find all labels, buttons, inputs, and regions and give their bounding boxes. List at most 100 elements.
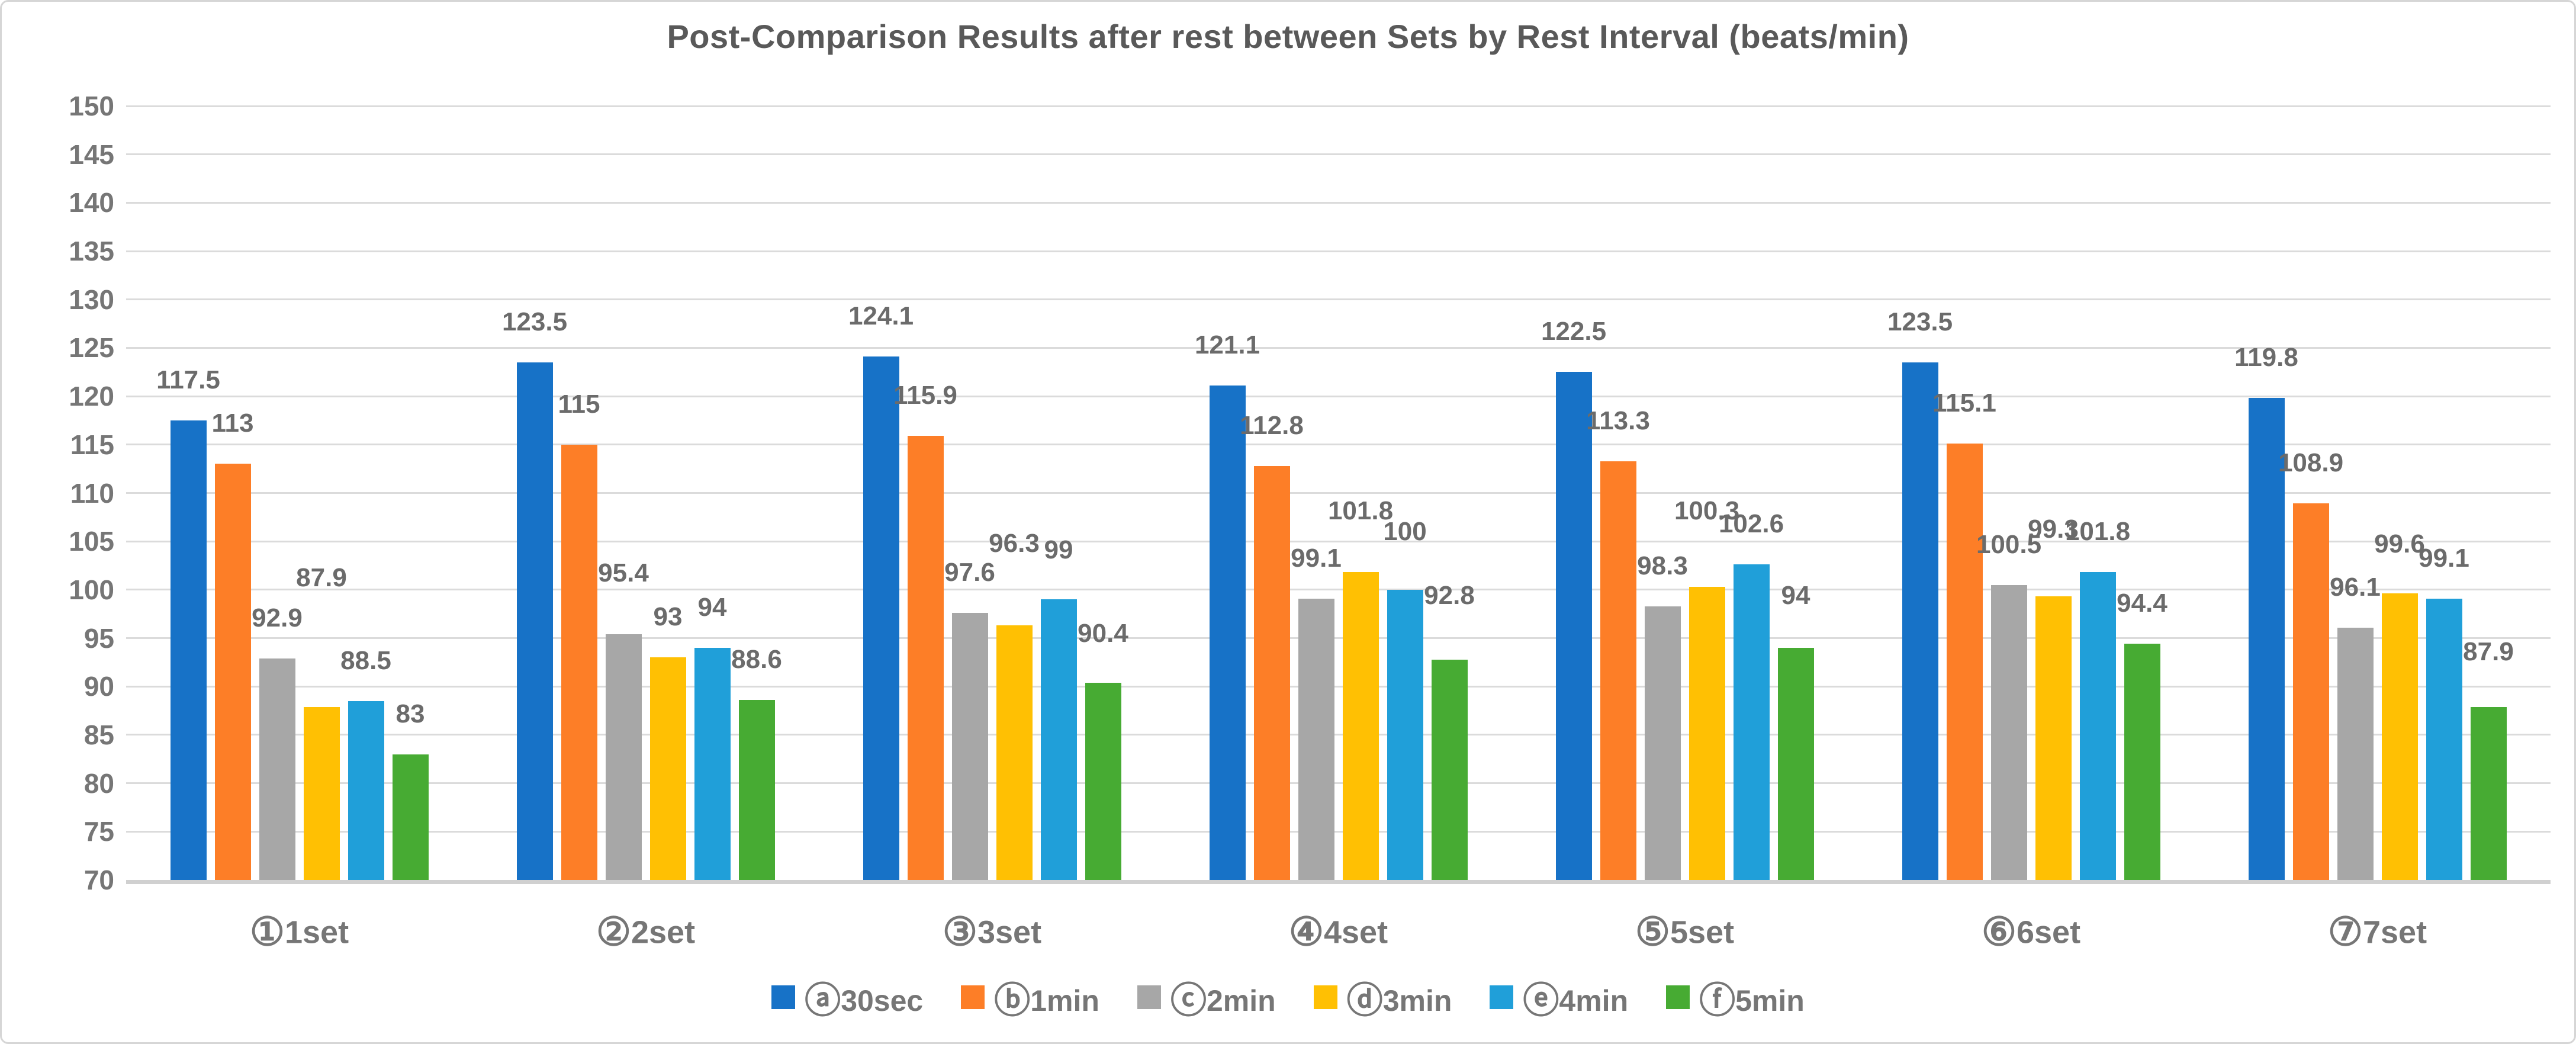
y-tick-label-85: 85 bbox=[83, 719, 114, 750]
bar-30sec-2set bbox=[516, 362, 553, 880]
data-label-30sec-7set: 119.8 bbox=[2234, 343, 2298, 372]
data-label-2min-5set: 98.3 bbox=[1637, 551, 1688, 580]
legend-item-2min: ⓒ2min bbox=[1137, 971, 1276, 1023]
gridline-150 bbox=[126, 105, 2551, 107]
y-tick-label-100: 100 bbox=[69, 574, 114, 605]
data-label-2min-6set: 100.5 bbox=[1976, 529, 2042, 559]
data-label-2min-1set: 92.9 bbox=[252, 603, 303, 632]
legend-label-1min: ⓑ1min bbox=[994, 980, 1099, 1020]
data-label-30sec-3set: 124.1 bbox=[848, 301, 914, 331]
bar-2min-3set bbox=[951, 613, 988, 880]
bar-30sec-1set bbox=[170, 420, 207, 880]
data-label-5min-4set: 92.8 bbox=[1424, 580, 1475, 610]
data-label-30sec-5set: 122.5 bbox=[1541, 317, 1607, 346]
gridline-110 bbox=[126, 492, 2551, 494]
bar-1min-6set bbox=[1946, 444, 1983, 880]
data-label-30sec-1set: 117.5 bbox=[156, 365, 220, 394]
gridline-100 bbox=[126, 589, 2551, 591]
legend-swatch-4min bbox=[1490, 985, 1514, 1009]
data-label-1min-6set: 115.1 bbox=[1932, 388, 1996, 418]
bar-5min-4set bbox=[1431, 659, 1468, 880]
circled-glyph: ③ bbox=[942, 910, 977, 953]
gridline-135 bbox=[126, 250, 2551, 252]
data-label-5min-6set: 94.4 bbox=[2117, 589, 2167, 618]
data-label-4min-6set: 101.8 bbox=[2064, 517, 2131, 547]
x-axis-label-2set: ②2set bbox=[596, 910, 696, 953]
bar-30sec-6set bbox=[1902, 362, 1938, 880]
legend-label-3min: ⓓ3min bbox=[1346, 980, 1452, 1020]
data-label-1min-1set: 113 bbox=[211, 409, 254, 438]
gridline-125 bbox=[126, 346, 2551, 349]
data-label-30sec-4set: 121.1 bbox=[1194, 330, 1260, 360]
y-tick-label-90: 90 bbox=[83, 671, 114, 702]
chart-title: Post-Comparison Results after rest betwe… bbox=[667, 18, 1909, 55]
data-label-3min-5set: 100.3 bbox=[1674, 496, 1740, 525]
legend-item-4min: ⓔ4min bbox=[1490, 971, 1628, 1023]
y-tick-label-70: 70 bbox=[83, 865, 114, 895]
bar-1min-2set bbox=[561, 444, 597, 880]
data-label-2min-3set: 97.6 bbox=[944, 558, 995, 587]
bar-5min-6set bbox=[2124, 644, 2160, 880]
bar-2min-1set bbox=[259, 658, 295, 880]
circled-glyph: ⑦ bbox=[2327, 910, 2363, 953]
circled-glyph: ⑥ bbox=[1981, 910, 2017, 953]
bar-3min-7set bbox=[2381, 593, 2418, 880]
data-label-1min-7set: 108.9 bbox=[2278, 448, 2344, 478]
x-axis-label-5set: ⑤5set bbox=[1635, 910, 1735, 953]
data-label-3min-2set: 93 bbox=[653, 602, 683, 632]
data-label-4min-3set: 99 bbox=[1044, 535, 1073, 565]
data-label-5min-1set: 83 bbox=[395, 699, 425, 728]
legend-label-30sec: ⓐ30sec bbox=[805, 980, 924, 1020]
data-label-1min-5set: 113.3 bbox=[1586, 406, 1650, 435]
gridline-75 bbox=[126, 830, 2551, 833]
bar-3min-3set bbox=[996, 625, 1033, 880]
gridline-105 bbox=[126, 540, 2551, 542]
gridline-115 bbox=[126, 444, 2551, 446]
bar-5min-2set bbox=[738, 700, 775, 880]
data-label-3min-4set: 101.8 bbox=[1327, 496, 1394, 526]
gridline-120 bbox=[126, 395, 2551, 397]
data-label-4min-7set: 99.1 bbox=[2419, 543, 2469, 573]
circled-glyph: ④ bbox=[1288, 910, 1324, 953]
data-label-3min-3set: 96.3 bbox=[989, 529, 1040, 558]
bar-4min-4set bbox=[1387, 589, 1423, 880]
circled-glyph: ⓑ bbox=[994, 980, 1031, 1020]
bar-3min-6set bbox=[2035, 596, 2072, 880]
legend-item-1min: ⓑ1min bbox=[961, 971, 1099, 1023]
bar-5min-5set bbox=[1777, 647, 1814, 880]
circled-glyph: ① bbox=[249, 910, 285, 953]
y-tick-label-135: 135 bbox=[69, 236, 114, 267]
bar-1min-1set bbox=[214, 464, 251, 880]
bar-4min-3set bbox=[1040, 599, 1077, 880]
bar-5min-3set bbox=[1085, 682, 1121, 880]
bar-30sec-4set bbox=[1209, 386, 1246, 880]
bar-1min-4set bbox=[1253, 465, 1290, 880]
data-label-5min-5set: 94 bbox=[1781, 580, 1810, 610]
bar-3min-1set bbox=[303, 706, 340, 880]
x-axis-label-4set: ④4set bbox=[1288, 910, 1388, 953]
x-axis-label-6set: ⑥6set bbox=[1981, 910, 2081, 953]
data-label-4min-2set: 94 bbox=[697, 592, 727, 622]
bar-2min-7set bbox=[2337, 627, 2374, 880]
data-label-1min-3set: 115.9 bbox=[893, 381, 957, 410]
bar-2min-2set bbox=[605, 634, 642, 880]
x-axis-label-7set: ⑦7set bbox=[2327, 910, 2427, 953]
legend-swatch-3min bbox=[1313, 985, 1337, 1009]
gridline-145 bbox=[126, 153, 2551, 156]
data-label-3min-6set: 99.3 bbox=[2028, 515, 2079, 544]
data-label-3min-1set: 87.9 bbox=[296, 563, 347, 592]
bar-5min-1set bbox=[392, 754, 429, 880]
data-label-2min-4set: 99.1 bbox=[1291, 543, 1342, 573]
bar-4min-1set bbox=[348, 701, 384, 880]
y-tick-label-125: 125 bbox=[69, 332, 114, 364]
gridline-80 bbox=[126, 782, 2551, 785]
data-label-4min-4set: 100 bbox=[1383, 516, 1427, 546]
bar-30sec-3set bbox=[863, 356, 899, 880]
legend-label-5min: ⓕ5min bbox=[1699, 980, 1805, 1020]
y-tick-label-140: 140 bbox=[69, 187, 114, 219]
bar-5min-7set bbox=[2470, 706, 2507, 880]
gridline-90 bbox=[126, 685, 2551, 688]
data-label-5min-7set: 87.9 bbox=[2463, 637, 2514, 666]
data-label-2min-2set: 95.4 bbox=[598, 558, 649, 588]
